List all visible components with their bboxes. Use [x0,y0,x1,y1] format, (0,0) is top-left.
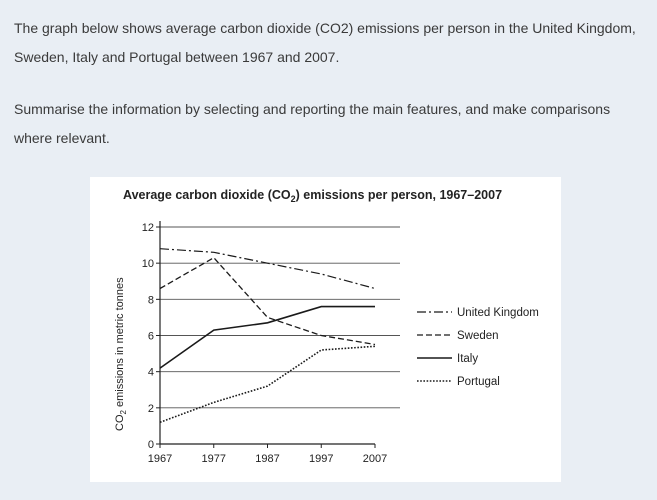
axes [159,221,376,448]
legend: United Kingdom Sweden Italy Portugal [417,307,539,388]
gridlines [156,226,400,445]
legend-label-sweden: Sweden [457,330,499,342]
y-axis-title-prefix: CO [114,414,126,431]
series-line-portugal [159,345,376,424]
series-lines [159,248,376,424]
prompt-instruction: Summarise the information by selecting a… [14,101,611,146]
y-tick-label-8: 8 [148,294,154,306]
y-axis-title-subscript: 2 [119,410,128,415]
chart-title-prefix: Average carbon dioxide (CO [123,188,291,202]
y-axis-title: CO2 emissions in metric tonnes [114,277,128,431]
y-tick-label-6: 6 [148,331,154,343]
x-tick-label-1967: 1967 [148,453,172,465]
task-prompt: The graph below shows average carbon dio… [14,14,644,153]
series-line-italy [159,305,375,369]
chart-figure: Average carbon dioxide (CO2) emissions p… [90,177,561,482]
y-axis-title-suffix: emissions in metric tonnes [114,277,126,410]
series-line-sweden [159,256,376,346]
legend-label-portugal: Portugal [457,376,500,388]
prompt-description: The graph below shows average carbon dio… [14,20,636,65]
x-tick-label-2007: 2007 [363,453,387,465]
chart-title-suffix: ) emissions per person, 1967–2007 [296,188,502,202]
y-tick-label-12: 12 [142,222,154,234]
x-tick-label-1977: 1977 [202,453,226,465]
y-tick-label-0: 0 [148,439,154,451]
line-chart: Average carbon dioxide (CO2) emissions p… [114,188,539,465]
x-tick-label-1997: 1997 [309,453,333,465]
x-tick-label-1987: 1987 [255,453,279,465]
chart-title: Average carbon dioxide (CO2) emissions p… [123,188,502,204]
chart-title-subscript: 2 [291,194,296,204]
y-tick-label-10: 10 [142,258,154,270]
legend-label-italy: Italy [457,353,478,365]
legend-label-united-kingdom: United Kingdom [457,307,539,319]
y-tick-labels: 0 2 4 6 8 10 12 [142,222,154,451]
x-tick-labels: 1967 1977 1987 1997 2007 [148,453,387,465]
y-tick-label-2: 2 [148,403,154,415]
y-tick-label-4: 4 [148,367,154,379]
series-line-united-kingdom [159,248,376,290]
